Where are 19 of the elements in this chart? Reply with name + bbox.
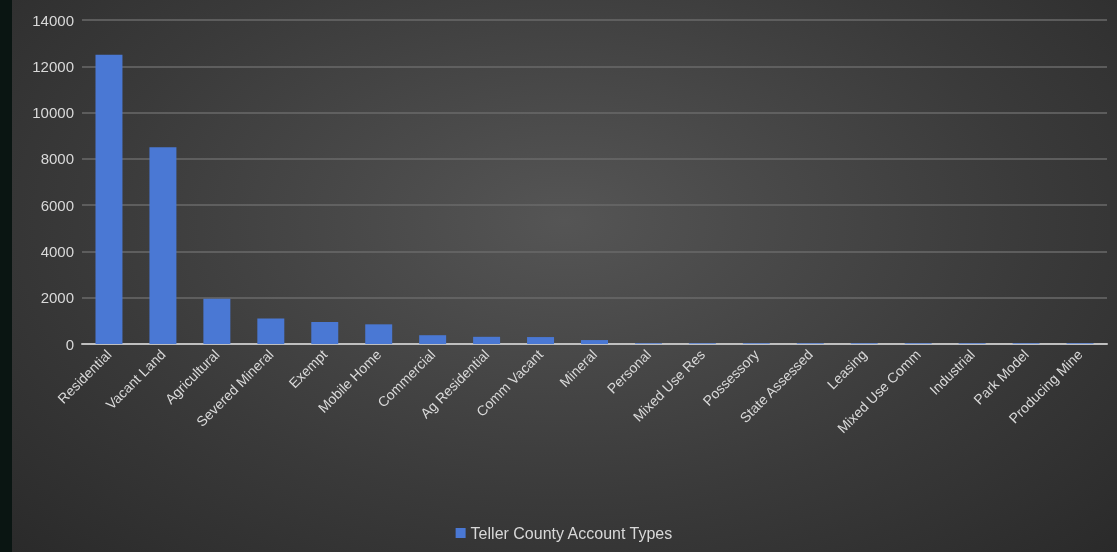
- y-tick-label: 6000: [40, 196, 74, 214]
- bar: [581, 340, 608, 344]
- bar: [365, 324, 393, 344]
- bar: [527, 337, 555, 344]
- y-tick-label: 8000: [40, 150, 74, 168]
- bar: [257, 318, 285, 344]
- y-tick-label: 12000: [32, 57, 74, 75]
- bar: [419, 335, 447, 344]
- legend-label: Teller County Account Types: [470, 524, 673, 542]
- bar: [95, 54, 123, 344]
- bar: [311, 322, 339, 344]
- y-tick-label: 0: [65, 335, 74, 353]
- y-tick-label: 2000: [40, 289, 74, 307]
- y-tick-label: 14000: [32, 11, 74, 29]
- y-tick-label: 4000: [40, 242, 74, 260]
- bar: [473, 336, 501, 344]
- y-tick-label: 10000: [32, 104, 74, 122]
- bar: [203, 298, 231, 344]
- bar: [149, 147, 177, 344]
